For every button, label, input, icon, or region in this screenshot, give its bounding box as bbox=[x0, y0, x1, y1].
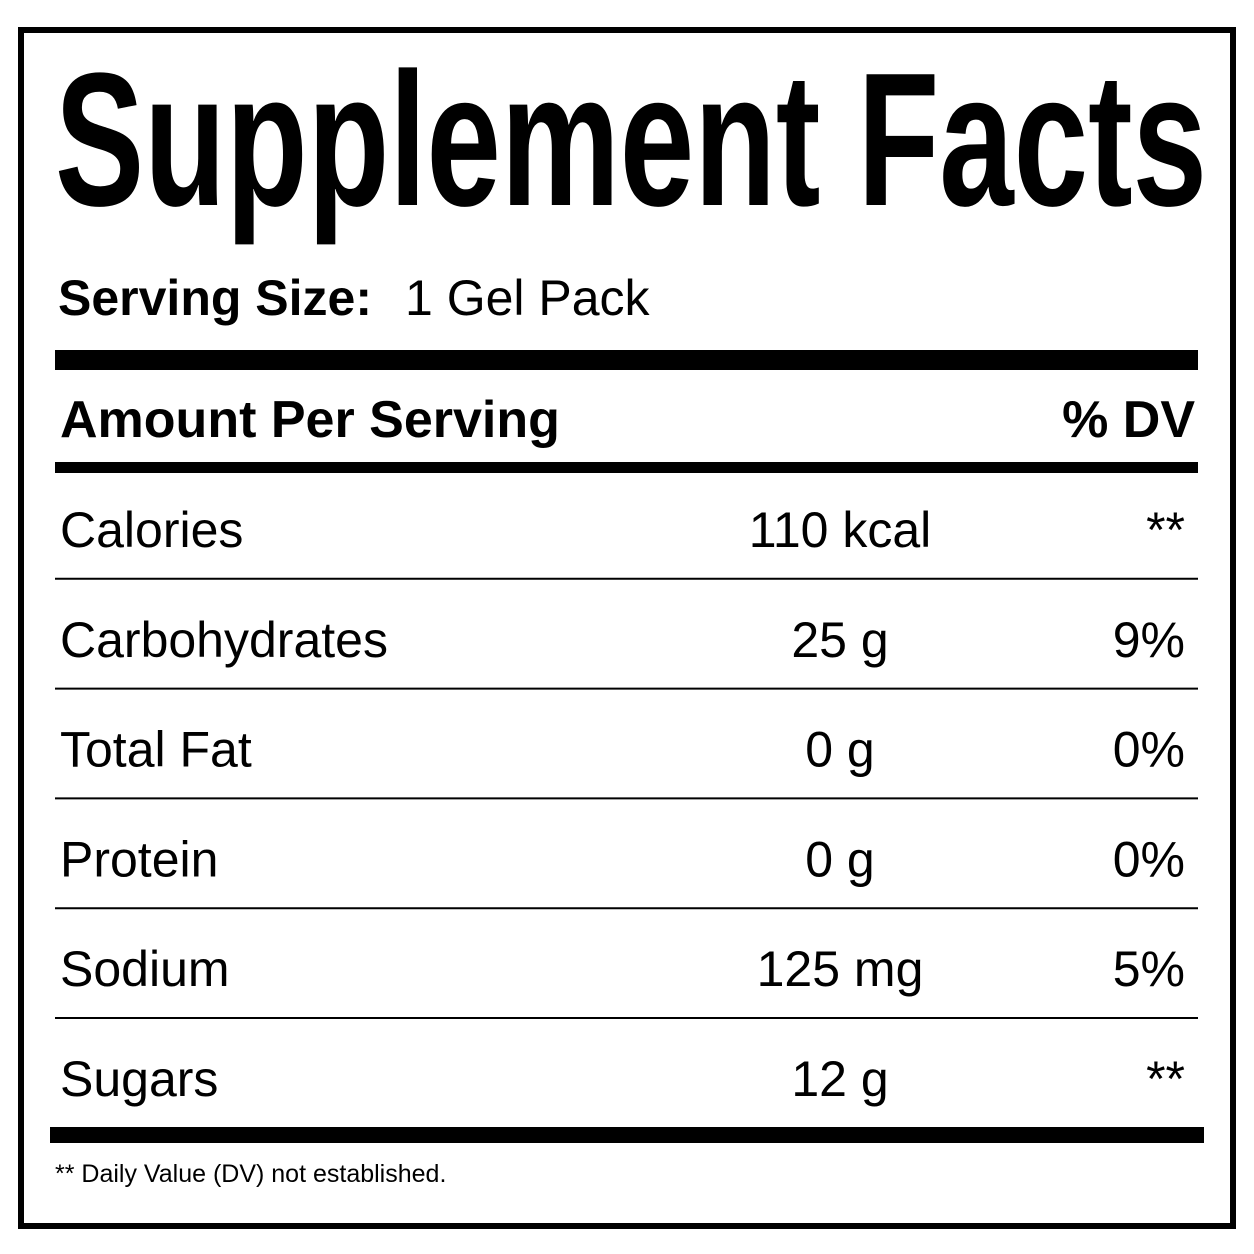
thick-rule bbox=[50, 1127, 1204, 1143]
nutrient-name: Carbohydrates bbox=[60, 612, 388, 668]
nutrient-name: Protein bbox=[60, 831, 218, 887]
nutrient-name: Calories bbox=[60, 502, 243, 558]
serving-size-value: 1 Gel Pack bbox=[405, 270, 651, 326]
medium-rule bbox=[55, 462, 1198, 473]
nutrient-rows: Calories 110 kcal ** Carbohydrates 25 g 9% Tot… bbox=[55, 502, 1198, 1107]
nutrient-amount: 0 g bbox=[805, 831, 875, 887]
nutrient-name: Sodium bbox=[60, 941, 230, 997]
dv-header: % DV bbox=[1062, 391, 1195, 449]
thick-rule bbox=[55, 350, 1198, 370]
nutrient-name: Sugars bbox=[60, 1051, 218, 1107]
nutrient-dv: ** bbox=[1146, 502, 1185, 558]
footnote: ** Daily Value (DV) not established. bbox=[55, 1160, 446, 1188]
title: Supplement Facts bbox=[55, 34, 1207, 246]
nutrient-dv: 9% bbox=[1113, 612, 1185, 668]
label-border bbox=[18, 27, 1236, 1229]
nutrient-amount: 0 g bbox=[805, 722, 875, 778]
nutrient-dv: 0% bbox=[1113, 831, 1185, 887]
nutrient-dv: 0% bbox=[1113, 722, 1185, 778]
nutrient-name: Total Fat bbox=[60, 722, 252, 778]
nutrient-amount: 125 mg bbox=[757, 941, 924, 997]
nutrient-dv: 5% bbox=[1113, 941, 1185, 997]
serving-size-label: Serving Size: bbox=[58, 270, 372, 326]
nutrient-amount: 12 g bbox=[791, 1051, 888, 1107]
nutrient-dv: ** bbox=[1146, 1051, 1185, 1107]
nutrient-amount: 25 g bbox=[791, 612, 888, 668]
nutrient-amount: 110 kcal bbox=[749, 502, 932, 558]
amount-header: Amount Per Serving bbox=[60, 391, 560, 449]
